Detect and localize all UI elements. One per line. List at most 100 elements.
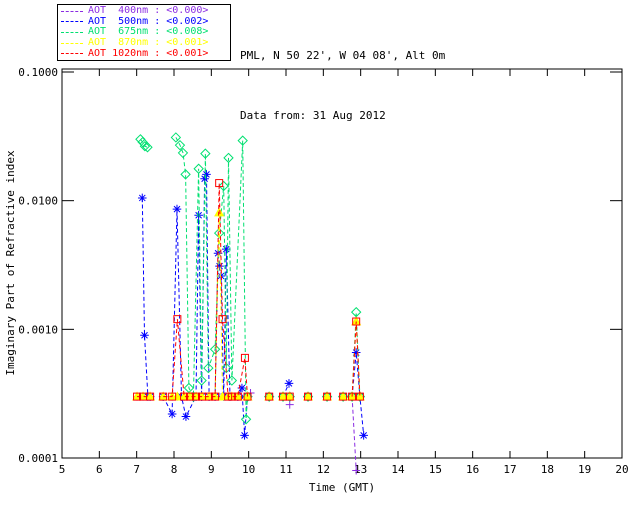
diamond-marker	[237, 135, 248, 146]
asterisk-marker	[216, 271, 226, 281]
asterisk-marker	[200, 174, 209, 184]
legend-line-swatch	[61, 53, 83, 55]
asterisk-marker	[215, 261, 224, 271]
legend-label: AOT 500nm : <0.002>	[88, 15, 209, 27]
x-tick-label: 14	[391, 463, 405, 476]
series-line	[351, 396, 357, 471]
asterisk-marker	[172, 204, 182, 214]
legend-line-swatch	[61, 42, 83, 44]
legend-entry-400nm: AOT 400nm : <0.000>	[61, 6, 227, 16]
legend-entry-675nm: AOT 675nm : <0.008>	[61, 27, 227, 37]
diamond-marker	[137, 136, 148, 148]
series-line	[140, 138, 148, 148]
asterisk-marker	[237, 383, 247, 393]
diamond-marker	[221, 362, 232, 374]
x-tick-label: 11	[279, 463, 292, 476]
y-tick-label: 0.0010	[18, 323, 58, 336]
x-axis: 5 6 7 8 9 10 11 12 13 14 15 16 17 18 19 20 Time (GMT)	[59, 69, 629, 494]
diamond-marker	[203, 362, 214, 374]
diamond-marker	[170, 132, 182, 143]
legend-label: AOT 1020nm : <0.001>	[88, 47, 209, 59]
legend-line-swatch	[61, 31, 83, 33]
x-tick-label: 12	[317, 463, 330, 476]
x-tick-label: 20	[615, 463, 628, 476]
data-date: Data from: 31 Aug 2012	[240, 109, 386, 122]
triangle-marker	[214, 207, 225, 217]
x-tick-label: 6	[96, 463, 103, 476]
diamond-marker	[174, 139, 186, 151]
plus-marker	[285, 400, 294, 409]
square-marker	[186, 392, 195, 401]
asterisk-marker	[167, 409, 177, 419]
square-marker	[323, 392, 332, 401]
x-tick-label: 17	[503, 463, 516, 476]
series-line	[351, 321, 361, 397]
series-aot-870nm	[131, 207, 365, 401]
plus-marker	[352, 466, 361, 475]
x-tick-label: 9	[208, 463, 215, 476]
series-line	[141, 197, 151, 398]
square-marker	[173, 315, 182, 324]
asterisk-marker	[240, 431, 249, 440]
x-tick-label: 15	[429, 463, 442, 476]
square-marker	[168, 392, 177, 401]
square-marker	[180, 392, 189, 401]
square-marker	[227, 392, 236, 401]
asterisk-marker	[137, 193, 147, 203]
square-marker	[205, 392, 214, 401]
legend-label: AOT 400nm : <0.000>	[88, 5, 209, 17]
asterisk-marker	[284, 379, 294, 388]
x-tick-label: 5	[59, 463, 66, 476]
square-marker	[146, 392, 155, 401]
y-axis-title: Imaginary Part of Refractive index	[4, 150, 17, 376]
legend-entry-500nm: AOT 500nm : <0.002>	[61, 15, 227, 27]
y-tick-label: 0.0100	[18, 195, 58, 208]
y-tick-label: 0.0001	[18, 452, 58, 465]
x-tick-label: 7	[133, 463, 140, 476]
series-aot-1020nm	[133, 179, 364, 401]
square-marker	[215, 179, 224, 188]
series-line	[351, 321, 361, 397]
square-marker	[352, 317, 361, 326]
series-line	[175, 137, 248, 420]
x-tick-label: 8	[171, 463, 178, 476]
asterisk-marker	[359, 431, 368, 440]
square-marker	[243, 392, 252, 401]
legend-label: AOT 870nm : <0.001>	[88, 37, 209, 49]
x-tick-label: 13	[354, 463, 367, 476]
square-marker	[233, 392, 242, 401]
diamond-marker	[200, 148, 211, 159]
series-aot-675nm	[135, 132, 366, 425]
asterisk-marker	[202, 170, 211, 179]
y-tick-label: 0.1000	[18, 66, 58, 79]
legend-line-swatch	[61, 21, 83, 23]
station-info: PML, N 50 22', W 04 08', Alt 0m	[240, 49, 446, 62]
asterisk-marker	[140, 330, 149, 340]
diamond-marker	[177, 147, 189, 159]
series-line	[351, 352, 365, 436]
plot-header: PML, N 50 22', W 04 08', Alt 0m Data fro…	[240, 6, 445, 166]
square-marker	[265, 392, 274, 401]
legend-line-swatch	[61, 10, 83, 12]
diamond-marker	[209, 344, 221, 355]
series-line	[163, 183, 248, 398]
diamond-marker	[180, 169, 191, 180]
y-axis: 0.1000 0.0100 0.0010 0.0001 Imaginary Part o…	[4, 66, 622, 465]
diamond-marker	[139, 141, 151, 152]
diamond-marker	[183, 382, 195, 394]
x-tick-label: 10	[242, 463, 255, 476]
square-marker	[133, 392, 142, 401]
asterisk-marker	[194, 210, 203, 220]
asterisk-marker	[181, 412, 191, 421]
legend-box: AOT 400nm : <0.000> AOT 500nm : <0.002> AO…	[57, 4, 231, 61]
plot-frame	[61, 68, 623, 459]
diamond-marker	[142, 142, 153, 153]
x-tick-label: 16	[466, 463, 479, 476]
x-tick-label: 19	[578, 463, 591, 476]
diamond-marker	[240, 414, 252, 425]
legend-label: AOT 675nm : <0.008>	[88, 26, 209, 38]
square-marker	[240, 353, 249, 362]
x-tick-label: 18	[541, 463, 554, 476]
